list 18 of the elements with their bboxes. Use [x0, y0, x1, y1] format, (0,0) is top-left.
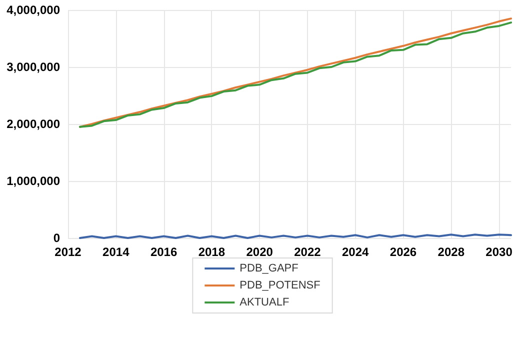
x-tick-label: 2022: [294, 245, 322, 259]
legend-label: PDB_POTENSF: [240, 280, 321, 292]
y-tick-label: 3,000,000: [6, 60, 60, 74]
y-tick-label: 1,000,000: [6, 174, 60, 188]
x-tick-label: 2028: [438, 245, 465, 259]
x-tick-label: 2014: [102, 245, 130, 259]
legend-label: AKTUALF: [240, 296, 290, 308]
x-tick-label: 2016: [150, 245, 178, 259]
y-tick-label: 2,000,000: [6, 117, 60, 131]
x-tick-label: 2020: [246, 245, 274, 259]
y-tick-label: 4,000,000: [6, 3, 60, 17]
x-tick-label: 2018: [198, 245, 226, 259]
x-tick-label: 2030: [486, 245, 513, 259]
x-tick-label: 2026: [390, 245, 417, 259]
x-tick-label: 2024: [342, 245, 370, 259]
x-tick-label: 2012: [54, 245, 82, 259]
legend-label: PDB_GAPF: [240, 262, 299, 274]
y-tick-label: 0: [53, 231, 60, 245]
